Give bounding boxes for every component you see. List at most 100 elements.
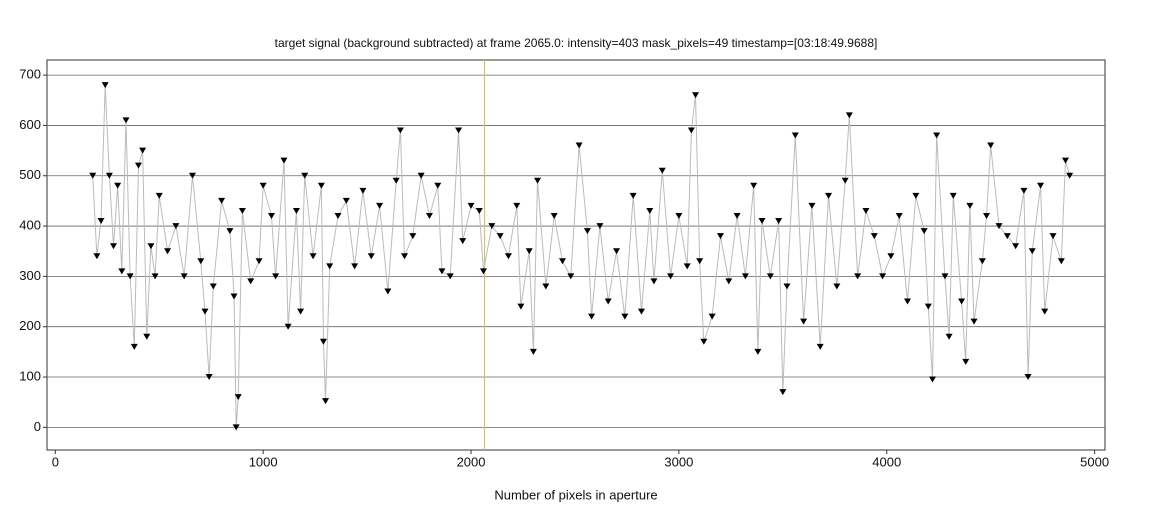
y-tick-label: 0: [34, 419, 41, 434]
point: [613, 248, 621, 255]
point: [401, 253, 409, 260]
point: [1020, 187, 1028, 194]
point: [126, 273, 134, 280]
point: [1062, 157, 1070, 164]
point: [692, 92, 700, 99]
point: [232, 424, 240, 431]
point: [496, 233, 504, 240]
point: [987, 142, 995, 149]
point: [334, 213, 342, 219]
point: [1037, 182, 1045, 189]
point: [409, 233, 417, 240]
point: [1041, 308, 1049, 315]
point: [825, 192, 833, 199]
point: [708, 313, 716, 320]
y-tick-label: 100: [19, 368, 41, 383]
point: [912, 192, 920, 199]
point: [904, 298, 912, 305]
point: [359, 187, 367, 194]
point: [322, 398, 330, 405]
point: [247, 278, 255, 285]
point: [155, 192, 163, 199]
point: [550, 213, 558, 219]
point: [928, 376, 936, 383]
point: [384, 288, 392, 295]
point: [292, 207, 300, 214]
point: [596, 223, 604, 230]
point: [970, 318, 978, 325]
point: [958, 298, 966, 305]
point: [351, 263, 359, 270]
point: [696, 258, 704, 265]
point: [650, 278, 658, 285]
point: [1049, 233, 1057, 240]
point: [887, 253, 895, 260]
point: [438, 268, 446, 275]
point: [297, 308, 305, 315]
point: [800, 318, 808, 325]
point: [783, 283, 791, 290]
point: [480, 268, 488, 275]
y-tick-label: 300: [19, 268, 41, 283]
point: [667, 273, 675, 280]
point: [205, 374, 213, 381]
x-tick-label: 5000: [1080, 454, 1109, 469]
x-tick-label: 4000: [872, 454, 901, 469]
point: [317, 182, 325, 189]
point: [754, 348, 762, 355]
point: [139, 147, 147, 154]
point: [920, 228, 928, 235]
y-tick-label: 700: [19, 67, 41, 82]
point: [995, 223, 1003, 230]
point: [924, 303, 932, 310]
point: [105, 172, 113, 179]
point: [301, 172, 309, 179]
x-tick-label: 3000: [664, 454, 693, 469]
point: [209, 283, 217, 290]
x-tick-label: 1000: [249, 454, 278, 469]
point: [733, 213, 741, 219]
x-axis-label: Number of pixels in aperture: [494, 487, 657, 502]
point: [488, 223, 496, 230]
point: [766, 273, 774, 280]
point: [833, 283, 841, 290]
point: [1057, 258, 1065, 265]
point: [683, 263, 691, 270]
point: [230, 293, 238, 300]
point: [629, 192, 637, 199]
point: [114, 182, 122, 189]
point: [583, 228, 591, 235]
point: [621, 313, 629, 320]
point: [97, 218, 105, 225]
point: [604, 298, 612, 305]
point: [725, 278, 733, 285]
point: [110, 243, 118, 250]
y-tick-label: 400: [19, 218, 41, 233]
point: [542, 283, 550, 290]
point: [122, 117, 130, 124]
point: [534, 177, 542, 184]
point: [575, 142, 583, 149]
point: [259, 182, 267, 189]
point: [529, 348, 537, 355]
point: [238, 207, 246, 214]
y-tick-label: 600: [19, 117, 41, 132]
point: [1024, 374, 1032, 381]
point: [218, 197, 226, 204]
x-tick-label: 2000: [457, 454, 486, 469]
chart-title: target signal (background subtracted) at…: [275, 36, 878, 50]
point: [862, 207, 870, 214]
point: [895, 213, 903, 219]
point: [567, 273, 575, 280]
point: [118, 268, 126, 275]
point: [945, 333, 953, 340]
point: [280, 157, 288, 164]
point: [845, 112, 853, 119]
y-tick-label: 500: [19, 167, 41, 182]
point: [750, 182, 758, 189]
point: [983, 213, 991, 219]
point: [197, 258, 205, 265]
point: [201, 308, 209, 315]
point: [272, 273, 280, 280]
point: [933, 132, 941, 139]
